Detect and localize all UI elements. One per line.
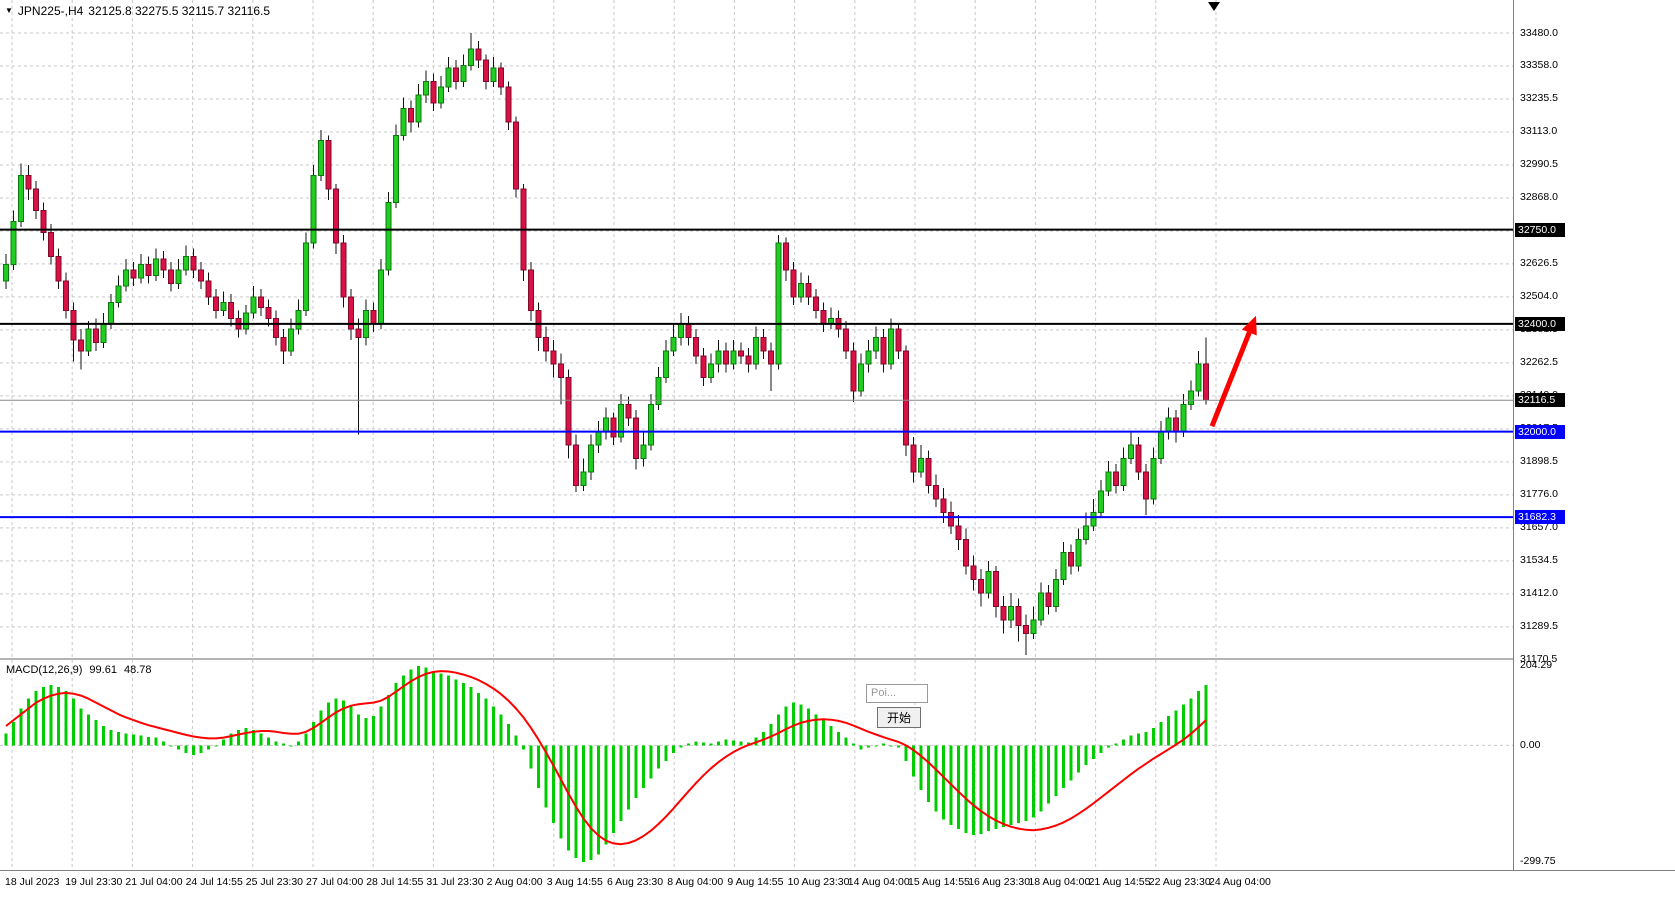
price-line-badge: 32750.0	[1515, 222, 1565, 237]
macd-axis-label: 0.00	[1520, 738, 1541, 751]
title-ohlc: 32125.8 32275.5 32115.7 32116.5	[88, 4, 271, 18]
trend-arrow[interactable]	[1209, 315, 1257, 428]
price-axis-label: 31776.0	[1520, 488, 1558, 501]
macd-canvas[interactable]	[0, 660, 1513, 870]
time-axis-label: 19 Jul 23:30	[65, 876, 123, 888]
price-line-badge: 32000.0	[1515, 424, 1565, 439]
time-axis-label: 24 Jul 14:55	[185, 876, 243, 888]
macd-grid	[0, 660, 1513, 870]
price-axis-label: 31412.0	[1520, 587, 1558, 600]
time-axis-label: 18 Jul 2023	[5, 876, 60, 888]
price-chart-canvas[interactable]	[0, 0, 1513, 660]
macd-name: MACD(12,26,9)	[6, 664, 83, 676]
time-axis-label: 2 Aug 04:00	[486, 876, 543, 888]
symbol-dropdown-icon[interactable]: ▼	[5, 6, 13, 15]
price-axis-label: 31289.5	[1520, 620, 1558, 633]
popup-start-button[interactable]: 开始	[877, 707, 921, 728]
price-axis-label: 33235.5	[1520, 92, 1558, 105]
time-axis-label: 27 Jul 04:00	[306, 876, 364, 888]
price-line-badge: 32400.0	[1515, 316, 1565, 331]
price-axis-label: 33113.0	[1520, 125, 1558, 138]
chart-shift-marker-icon[interactable]	[1208, 2, 1220, 11]
macd-signal-line	[5, 670, 1207, 846]
price-axis-label: 32262.5	[1520, 356, 1558, 369]
candles	[3, 33, 1209, 656]
price-axis-label: 31534.5	[1520, 554, 1558, 567]
price-axis-label: 32868.0	[1520, 191, 1558, 204]
time-axis-label: 6 Aug 23:30	[607, 876, 664, 888]
macd-indicator-label: MACD(12,26,9) 99.61 48.78	[6, 664, 151, 676]
time-axis-label: 9 Aug 14:55	[727, 876, 784, 888]
time-axis-label: 24 Aug 04:00	[1209, 876, 1271, 888]
price-line-badge: 32116.5	[1515, 393, 1565, 408]
time-axis-label: 3 Aug 14:55	[546, 876, 603, 888]
time-axis-label: 25 Jul 23:30	[245, 876, 304, 888]
price-axis-label: 32504.0	[1520, 290, 1558, 303]
price-axis-label: 33480.0	[1520, 26, 1558, 39]
panel-splitter[interactable]	[0, 658, 1513, 660]
price-axis-label: 31170.5	[1520, 653, 1558, 666]
time-axis-label: 21 Aug 14:55	[1088, 876, 1151, 888]
time-axis-label: 22 Aug 23:30	[1148, 876, 1211, 888]
macd-histogram	[4, 666, 1208, 863]
time-axis-label: 14 Aug 04:00	[847, 876, 910, 888]
time-axis-label: 10 Aug 23:30	[787, 876, 850, 888]
time-axis-label: 16 Aug 23:30	[968, 876, 1031, 888]
time-axis-label: 21 Jul 04:00	[125, 876, 183, 888]
time-axis-label: 28 Jul 14:55	[366, 876, 424, 888]
time-axis-label: 15 Aug 14:55	[908, 876, 970, 888]
macd-axis-label: -299.75	[1520, 855, 1556, 868]
price-axis-label: 32990.5	[1520, 158, 1558, 171]
price-axis-label: 32626.5	[1520, 257, 1558, 270]
title-symbol: JPN225-,H4	[17, 4, 84, 18]
macd-signal-value: 48.78	[123, 664, 152, 676]
price-line-badge: 31682.3	[1515, 510, 1565, 525]
price-axis-label: 31898.5	[1520, 455, 1558, 468]
price-axis-label: 31657.0	[1520, 521, 1558, 534]
macd-axis-label: 204.29	[1520, 659, 1553, 672]
time-axis-label: 18 Aug 04:00	[1028, 876, 1091, 888]
macd-hist-value: 99.61	[89, 664, 117, 676]
chart-title: ▼ JPN225-,H4 32125.8 32275.5 32115.7 321…	[5, 4, 270, 18]
time-axis-label: 8 Aug 04:00	[667, 876, 724, 888]
popup-text-field[interactable]: Poi...	[866, 684, 928, 703]
price-axis-label: 33358.0	[1520, 59, 1558, 72]
time-axis-label: 31 Jul 23:30	[426, 876, 484, 888]
time-axis[interactable]: 18 Jul 2023 19 Jul 23:30 21 Jul 04:00 24 Ju…	[0, 870, 1675, 900]
price-axis[interactable]: 33480.0 33358.0 33235.5 33113.0 32990.5 32868…	[1513, 0, 1675, 870]
